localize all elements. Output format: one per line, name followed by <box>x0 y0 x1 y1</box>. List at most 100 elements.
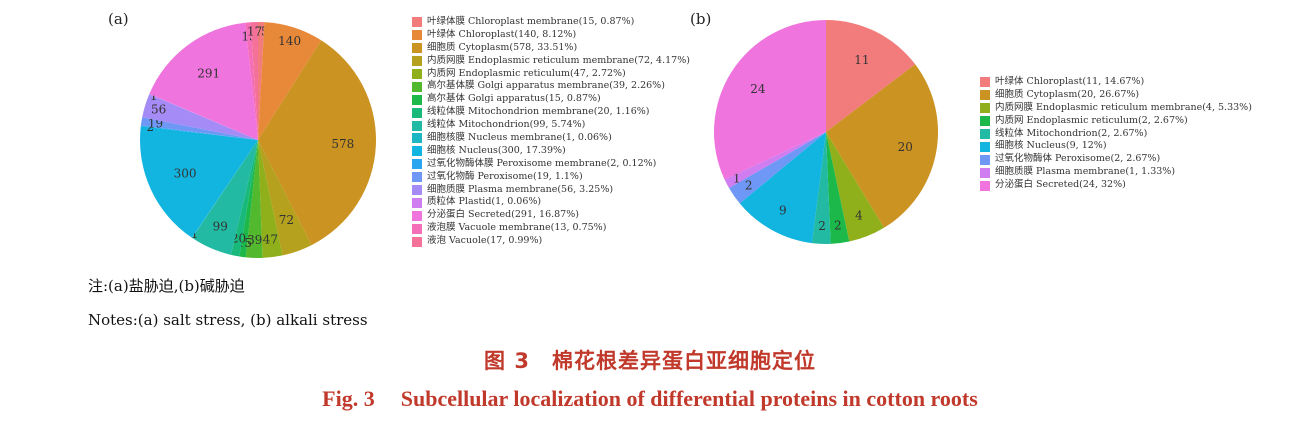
pie-slice-label: 72 <box>279 213 294 227</box>
pie-slice-label: 2 <box>818 219 826 233</box>
pie-slice-label: 20 <box>898 140 913 154</box>
legend-label: 细胞质 Cytoplasm(20, 26.67%) <box>995 88 1140 100</box>
legend-item: 过氧化物酶体 Peroxisome(2, 2.67%) <box>980 153 1252 166</box>
legend-item: 分泌蛋白 Secreted(24, 32%) <box>980 179 1252 192</box>
pie-slice <box>140 117 258 140</box>
pie-slice <box>245 140 263 258</box>
pie-slice-label: 2 <box>745 179 753 193</box>
legend-item: 高尔基体膜 Golgi apparatus membrane(39, 2.26%… <box>412 80 690 93</box>
legend-swatch <box>412 172 422 183</box>
pie-slice <box>258 22 322 140</box>
pie-slice-label: 24 <box>750 82 766 96</box>
pie-slice-label: 1 <box>733 172 741 186</box>
legend-label: 高尔基体 Golgi apparatus(15, 0.87%) <box>427 93 601 105</box>
pie-slice <box>239 140 258 258</box>
pie-slice <box>250 22 258 140</box>
legend-swatch <box>412 197 422 208</box>
pie-slice-label: 2 <box>834 218 842 232</box>
pie-slice <box>811 132 831 245</box>
panel-a-label: (a) <box>108 10 129 28</box>
caption-cn: 图 3 棉花根差异蛋白亚细胞定位 <box>484 349 816 373</box>
pie-slice <box>191 140 258 238</box>
caption-en-title: Subcellular localization of differential… <box>400 386 978 411</box>
pie-slice <box>826 20 916 132</box>
pie-slice-label: 2 <box>146 120 154 134</box>
legend-item: 叶绿体 Chloroplast(11, 14.67%) <box>980 76 1252 89</box>
pie-slice <box>729 132 826 204</box>
pie-slice <box>245 22 258 140</box>
legend-label: 细胞质膜 Plasma membrane(1, 1.33%) <box>995 166 1176 178</box>
legend-item: 高尔基体 Golgi apparatus(15, 0.87%) <box>412 93 690 106</box>
pie-slice <box>258 140 312 256</box>
pie-slice-label: 300 <box>174 166 197 180</box>
legend-swatch <box>412 146 422 157</box>
legend-swatch <box>412 210 422 221</box>
legend-swatch <box>412 94 422 105</box>
legend-swatch <box>412 17 422 28</box>
pie-slice-label: 56 <box>151 103 166 117</box>
legend-label: 细胞质 Cytoplasm(578, 33.51%) <box>427 41 578 53</box>
pie-slice <box>142 94 258 140</box>
pie-slice <box>258 140 283 258</box>
pie-slice <box>714 20 826 180</box>
pie-slice <box>826 64 939 228</box>
legend-swatch <box>412 69 422 79</box>
legend-swatch <box>412 236 422 247</box>
pie-slice <box>140 125 258 140</box>
legend-item: 线粒体 Mitochondrion(2, 2.67%) <box>980 128 1252 141</box>
legend-item: 内质网 Endoplasmic reticulum(2, 2.67%) <box>980 115 1252 128</box>
legend-label: 细胞质膜 Plasma membrane(56, 3.25%) <box>427 183 614 195</box>
pie-slice-label: 1 <box>191 227 199 241</box>
legend-item: 分泌蛋白 Secreted(291, 16.87%) <box>412 209 690 222</box>
legend-swatch <box>980 116 990 127</box>
legend-item: 液泡 Vacuole(17, 0.99%) <box>412 235 690 248</box>
pie-slice <box>192 140 258 255</box>
legend-item: 内质网膜 Endoplasmic reticulum membrane(4, 5… <box>980 102 1252 115</box>
pie-slice <box>724 132 826 188</box>
legend-swatch <box>980 103 990 114</box>
pie-slice <box>826 132 885 242</box>
legend-swatch <box>412 159 422 170</box>
legend-swatch <box>980 167 990 178</box>
legend-item: 细胞核 Nucleus(300, 17.39%) <box>412 145 690 158</box>
legend-label: 液泡膜 Vacuole membrane(13, 0.75%) <box>427 222 607 234</box>
pie-slice <box>739 132 826 244</box>
legend-item: 液泡膜 Vacuole membrane(13, 0.75%) <box>412 222 690 235</box>
legend-swatch <box>980 154 990 165</box>
legend-swatch <box>412 43 422 54</box>
legend-swatch <box>412 120 422 131</box>
pie-slice-label: 39 <box>247 233 262 247</box>
note-en: Notes:(a) salt stress, (b) alkali stress <box>88 311 368 329</box>
legend-swatch <box>980 77 990 88</box>
pie-slice-label: 17 <box>247 24 262 38</box>
legend-label: 高尔基体膜 Golgi apparatus membrane(39, 2.26%… <box>427 80 665 92</box>
legend-item: 内质网膜 Endoplasmic reticulum membrane(72, … <box>412 55 690 68</box>
pie-slice-label: 9 <box>779 204 787 218</box>
legend-swatch <box>412 185 422 196</box>
panel-b-label: (b) <box>690 10 712 28</box>
legend-item: 细胞核 Nucleus(9, 12%) <box>980 140 1252 153</box>
legend-item: 细胞质膜 Plasma membrane(1, 1.33%) <box>980 166 1252 179</box>
legend-swatch <box>980 141 990 152</box>
legend-swatch <box>412 223 422 234</box>
legend-item: 内质网 Endoplasmic reticulum(47, 2.72%) <box>412 68 690 81</box>
legend-item: 线粒体 Mitochondrion(99, 5.74%) <box>412 119 690 132</box>
legend-label: 叶绿体膜 Chloroplast membrane(15, 0.87%) <box>427 16 635 27</box>
legend-item: 细胞质 Cytoplasm(578, 33.51%) <box>412 42 690 55</box>
legend-label: 内质网 Endoplasmic reticulum(47, 2.72%) <box>427 67 626 79</box>
legend-label: 过氧化物酶 Peroxisome(19, 1.1%) <box>427 170 583 182</box>
legend-swatch <box>980 90 990 101</box>
legend-label: 液泡 Vacuole(17, 0.99%) <box>427 235 543 247</box>
legend-label: 过氧化物酶体 Peroxisome(2, 2.67%) <box>995 153 1161 165</box>
legend-item: 过氧化物酶 Peroxisome(19, 1.1%) <box>412 171 690 184</box>
pie-slice <box>258 22 265 140</box>
legend-label: 线粒体 Mitochondrion(2, 2.67%) <box>995 127 1148 139</box>
legend-swatch <box>412 81 422 92</box>
pie-slice <box>149 93 258 140</box>
legend-label: 叶绿体 Chloroplast(11, 14.67%) <box>995 76 1145 87</box>
pie-slice <box>230 140 258 257</box>
legend-item: 细胞质 Cytoplasm(20, 26.67%) <box>980 89 1252 102</box>
legend-label: 分泌蛋白 Secreted(291, 16.87%) <box>427 209 579 221</box>
